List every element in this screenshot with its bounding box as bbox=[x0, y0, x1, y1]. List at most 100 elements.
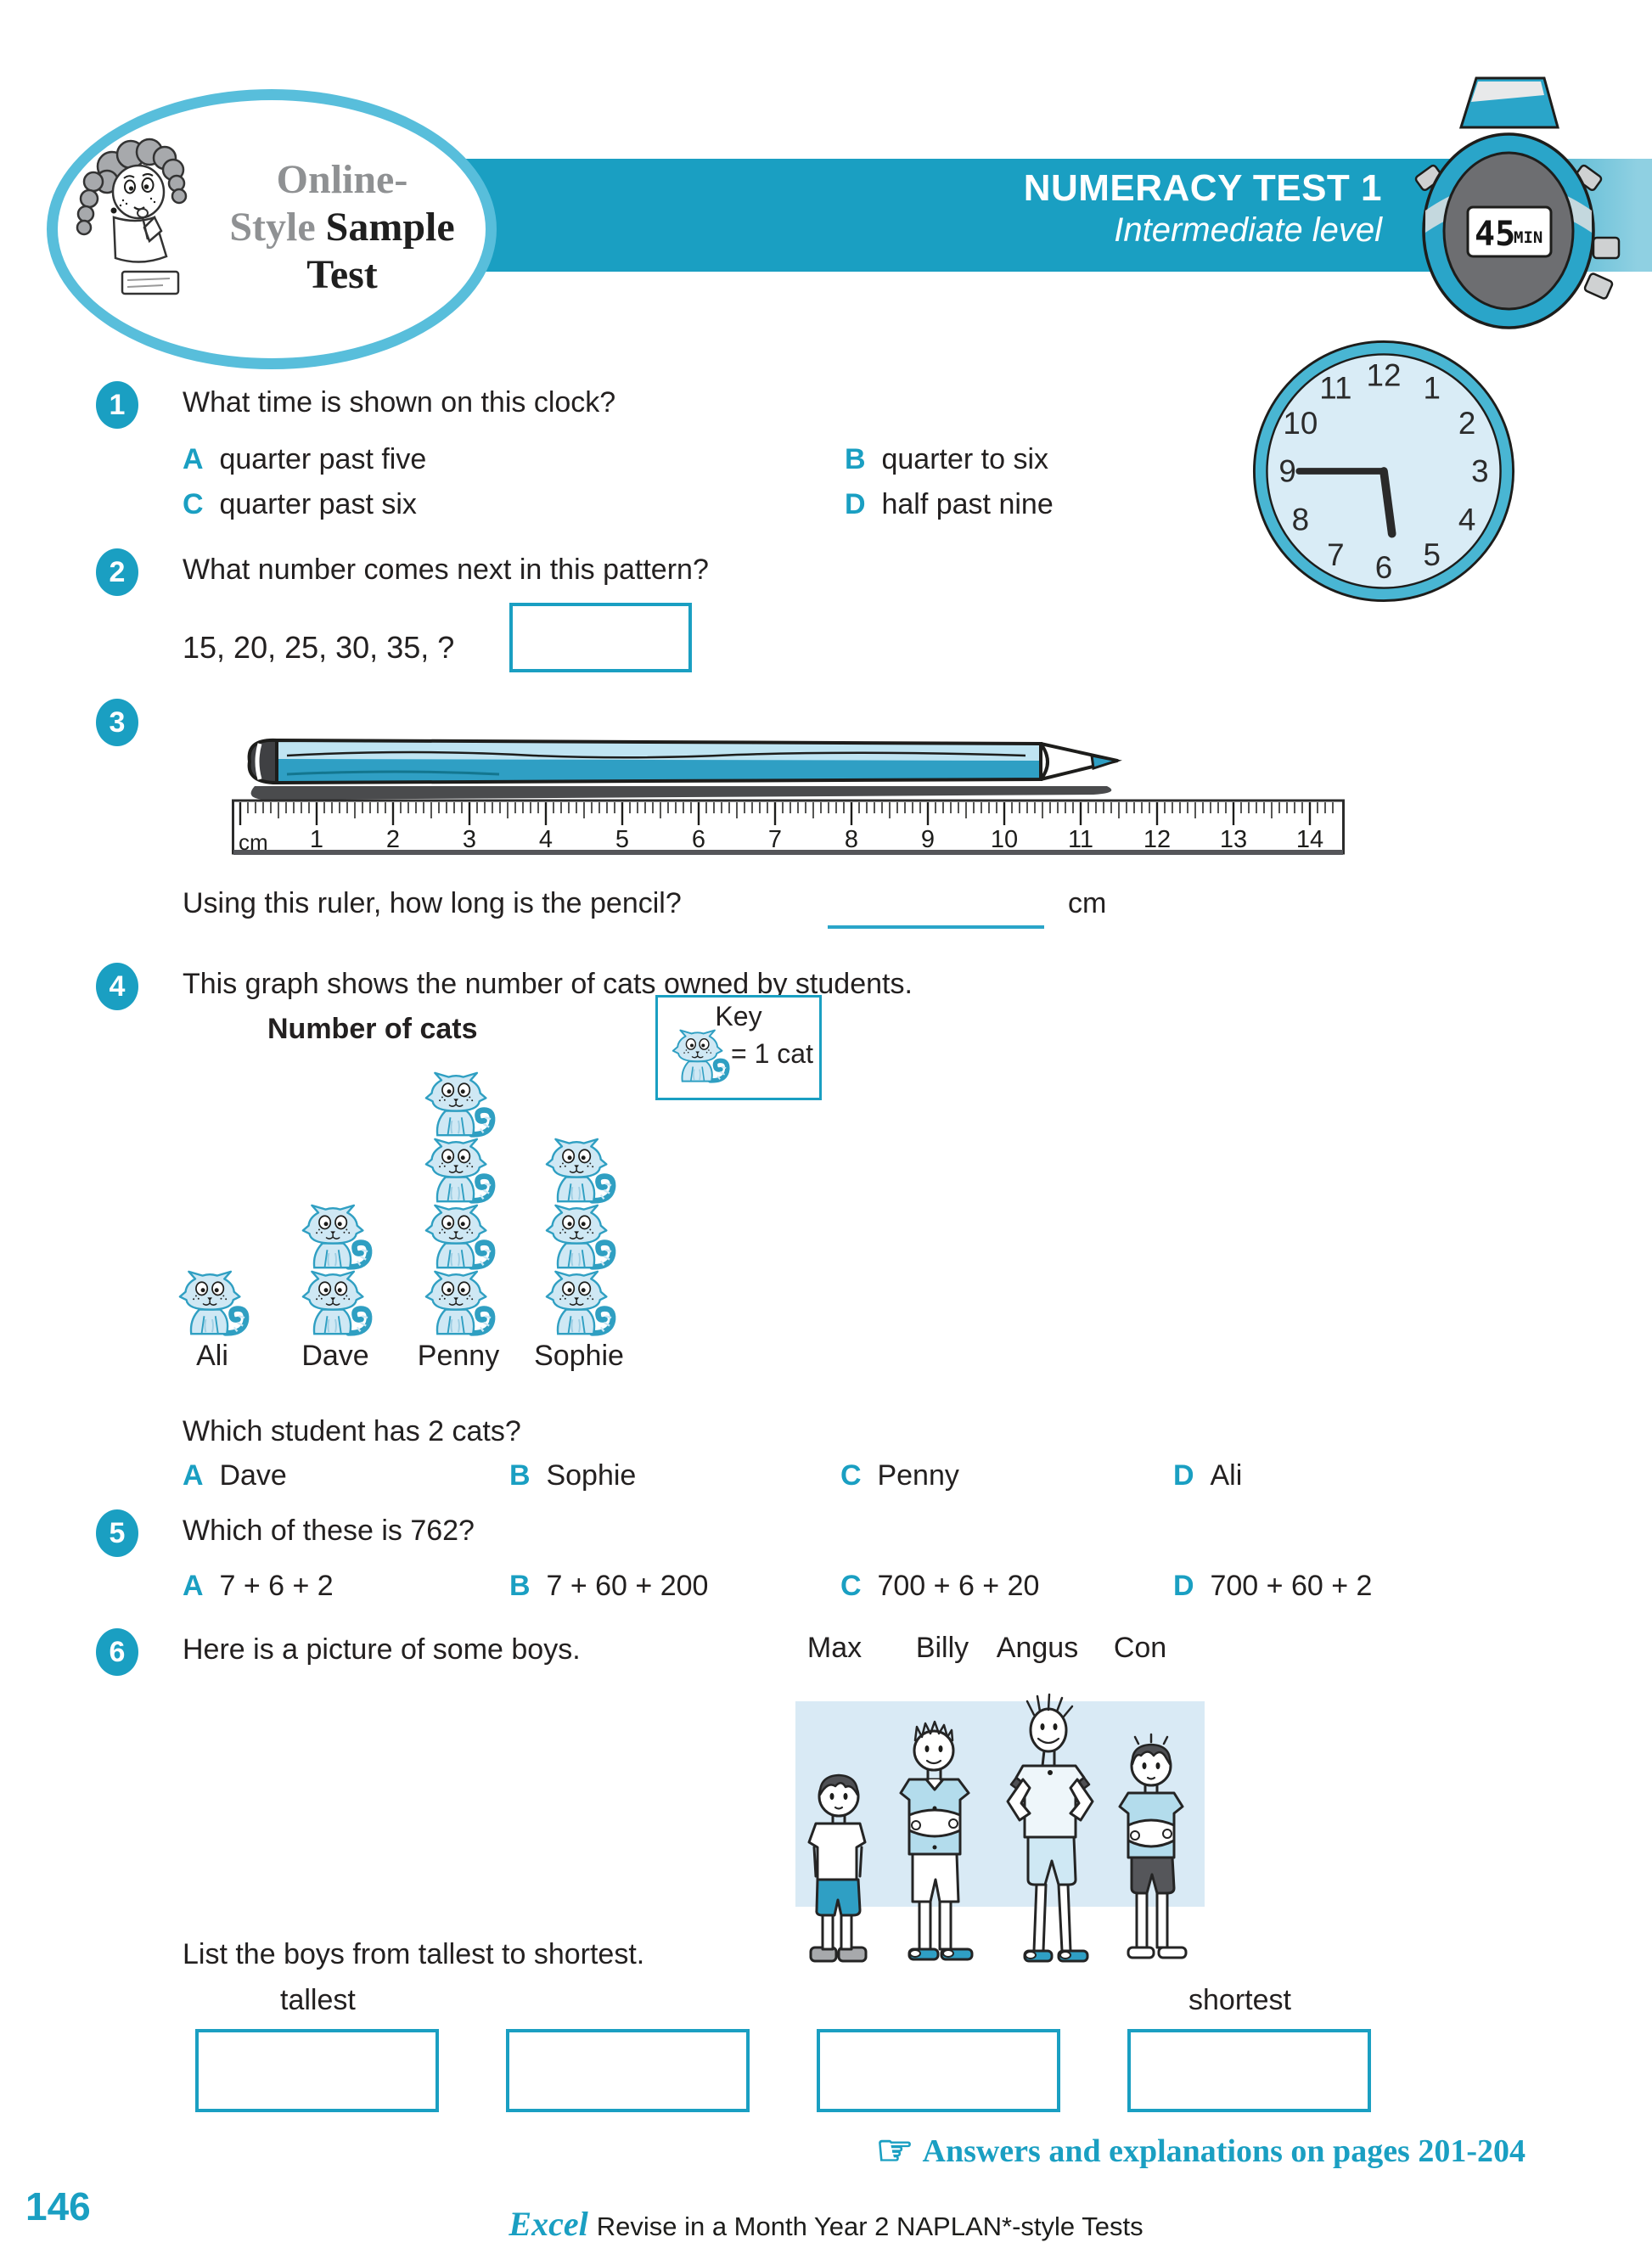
cat-icon bbox=[538, 1203, 620, 1271]
svg-text:6: 6 bbox=[1375, 550, 1392, 585]
q1-option-c[interactable]: C quarter past six bbox=[183, 488, 417, 520]
svg-text:8: 8 bbox=[845, 826, 858, 853]
svg-text:12: 12 bbox=[1143, 826, 1171, 853]
q1-option-b[interactable]: B quarter to six bbox=[845, 443, 1048, 475]
question-3-number: 3 bbox=[96, 699, 138, 746]
ruler-illustration: 1 2 3 4 5 6 7 8 9 10 11 12 13 14 cm bbox=[232, 799, 1345, 855]
q2-number-pattern: 15, 20, 25, 30, 35, ? bbox=[183, 630, 455, 665]
cat-column-label-penny: Penny bbox=[417, 1340, 500, 1372]
q6-answer-box-3[interactable] bbox=[817, 2029, 1060, 2112]
q5-option-b[interactable]: B 7 + 60 + 200 bbox=[509, 1570, 709, 1602]
svg-text:3: 3 bbox=[463, 826, 476, 853]
svg-text:2: 2 bbox=[1458, 406, 1475, 441]
q6-prompt: List the boys from tallest to shortest. bbox=[183, 1938, 645, 1970]
q2-answer-box[interactable] bbox=[509, 603, 692, 672]
cats-pictograph: Ali Dave Penny Sophie bbox=[144, 1053, 688, 1392]
ruler-numbers: 1 2 3 4 5 6 7 8 9 10 11 12 13 14 bbox=[310, 826, 1323, 853]
svg-text:3: 3 bbox=[1471, 454, 1488, 489]
question-1-number: 1 bbox=[96, 381, 138, 429]
q5-option-c[interactable]: C 700 + 6 + 20 bbox=[840, 1570, 1040, 1602]
cat-icon bbox=[418, 1203, 499, 1271]
cat-icon bbox=[538, 1269, 620, 1337]
logo-line-2: Style Sample bbox=[229, 205, 455, 250]
q6-answer-box-4[interactable] bbox=[1127, 2029, 1371, 2112]
logo-text: Online- Style Sample Test bbox=[185, 156, 486, 299]
cat-icon bbox=[295, 1269, 376, 1337]
cat-icon bbox=[418, 1269, 499, 1337]
svg-text:8: 8 bbox=[1292, 502, 1309, 537]
cat-icon bbox=[538, 1137, 620, 1205]
q4-option-a[interactable]: A Dave bbox=[183, 1459, 287, 1492]
svg-text:10: 10 bbox=[1283, 406, 1318, 441]
svg-text:13: 13 bbox=[1220, 826, 1247, 853]
svg-text:2: 2 bbox=[386, 826, 400, 853]
svg-text:11: 11 bbox=[1068, 826, 1093, 853]
page-number: 146 bbox=[25, 2184, 91, 2228]
svg-text:10: 10 bbox=[991, 826, 1018, 853]
question-5-text: Which of these is 762? bbox=[183, 1515, 475, 1547]
svg-text:1: 1 bbox=[310, 826, 323, 853]
cat-column-label-dave: Dave bbox=[301, 1340, 369, 1372]
svg-text:9: 9 bbox=[921, 826, 935, 853]
q1-option-a[interactable]: A quarter past five bbox=[183, 443, 427, 475]
boys-illustration bbox=[795, 1693, 1205, 1963]
boy-name-max: Max bbox=[806, 1632, 863, 1664]
q3-prompt: Using this ruler, how long is the pencil… bbox=[183, 887, 682, 919]
tallest-label: tallest bbox=[280, 1984, 356, 2016]
svg-text:14: 14 bbox=[1296, 826, 1323, 853]
q3-answer-blank[interactable] bbox=[828, 925, 1044, 929]
svg-text:5: 5 bbox=[615, 826, 629, 853]
ruler-ticks bbox=[239, 802, 1334, 825]
q4-option-d[interactable]: D Ali bbox=[1173, 1459, 1243, 1492]
pictograph-title: Number of cats bbox=[267, 1013, 478, 1045]
question-2-number: 2 bbox=[96, 548, 138, 596]
key-value: = 1 cat bbox=[731, 1038, 813, 1069]
question-6-text: Here is a picture of some boys. bbox=[183, 1633, 581, 1666]
svg-text:4: 4 bbox=[539, 826, 553, 853]
svg-text:12: 12 bbox=[1367, 357, 1402, 392]
page-title: NUMERACY TEST 1 bbox=[1023, 167, 1382, 209]
ruler-unit-label: cm bbox=[239, 829, 268, 855]
timer-unit: MIN bbox=[1514, 228, 1542, 247]
pictograph-key-box: Key = 1 cat bbox=[655, 995, 822, 1100]
boy-name-billy: Billy bbox=[915, 1632, 969, 1664]
svg-text:9: 9 bbox=[1278, 454, 1295, 489]
q4-option-c[interactable]: C Penny bbox=[840, 1459, 959, 1492]
q5-option-a[interactable]: A 7 + 6 + 2 bbox=[183, 1570, 334, 1602]
stopwatch-icon: 45 MIN bbox=[1414, 76, 1621, 329]
q6-answer-box-1[interactable] bbox=[195, 2029, 439, 2112]
q4-subquestion: Which student has 2 cats? bbox=[183, 1415, 521, 1447]
shortest-label: shortest bbox=[1188, 1984, 1291, 2016]
svg-text:7: 7 bbox=[768, 826, 782, 853]
hour-hand bbox=[1379, 467, 1396, 538]
q6-answer-box-2[interactable] bbox=[506, 2029, 750, 2112]
cat-column-label-sophie: Sophie bbox=[534, 1340, 624, 1372]
svg-text:11: 11 bbox=[1319, 370, 1351, 405]
question-1-text: What time is shown on this clock? bbox=[183, 386, 616, 419]
q1-option-d[interactable]: D half past nine bbox=[845, 488, 1054, 520]
question-2-text: What number comes next in this pattern? bbox=[183, 554, 709, 586]
brand-logo: Excel bbox=[509, 2205, 588, 2243]
cat-column-label-ali: Ali bbox=[196, 1340, 228, 1372]
q5-option-d[interactable]: D 700 + 60 + 2 bbox=[1173, 1570, 1373, 1602]
svg-text:4: 4 bbox=[1458, 502, 1475, 537]
question-6-number: 6 bbox=[96, 1628, 138, 1676]
page-subtitle: Intermediate level bbox=[1114, 211, 1382, 249]
svg-text:1: 1 bbox=[1423, 370, 1440, 405]
svg-text:5: 5 bbox=[1423, 537, 1440, 572]
pencil-illustration bbox=[247, 738, 1122, 801]
cat-icon bbox=[418, 1137, 499, 1205]
timer-value: 45 bbox=[1475, 215, 1515, 254]
question-4-number: 4 bbox=[96, 963, 138, 1010]
q3-unit-label: cm bbox=[1068, 887, 1107, 919]
question-5-number: 5 bbox=[96, 1509, 138, 1557]
q4-option-b[interactable]: B Sophie bbox=[509, 1459, 637, 1492]
sample-test-logo: Online- Style Sample Test bbox=[47, 89, 497, 369]
svg-text:6: 6 bbox=[692, 826, 705, 853]
cat-icon bbox=[295, 1203, 376, 1271]
cat-icon bbox=[418, 1071, 499, 1138]
boy-name-con: Con bbox=[1113, 1632, 1167, 1664]
